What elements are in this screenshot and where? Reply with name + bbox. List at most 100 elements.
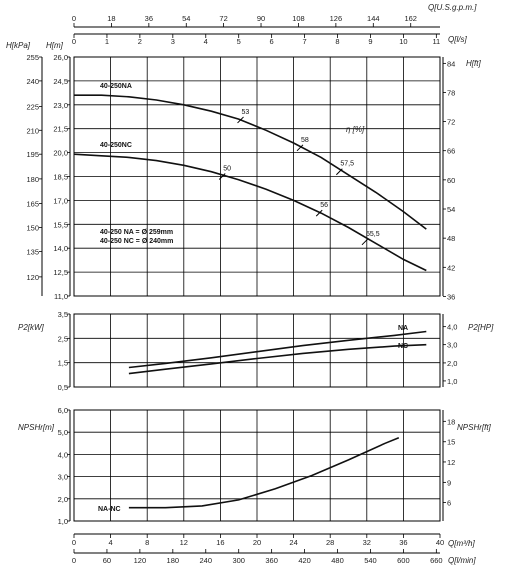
head-m-tick-label: 15,5 xyxy=(53,220,68,229)
power-hp-tick-label: 3,0 xyxy=(447,341,457,350)
top-ls-tick-label: 8 xyxy=(335,37,339,46)
power-hp-tick-label: 2,0 xyxy=(447,359,457,368)
top-usgpm-tick-label: 18 xyxy=(107,14,115,23)
head-curve-40-250nc xyxy=(73,153,427,272)
bottom-lmin-tick-label: 360 xyxy=(265,556,278,565)
head-m-tick-label: 20,0 xyxy=(53,149,68,158)
efficiency-mark xyxy=(361,238,369,246)
top-usgpm-axis-label: Q[U.S.g.p.m.] xyxy=(428,3,477,12)
head-kpa-tick-label: 210 xyxy=(26,126,39,135)
npsh-ft-tick-label: 12 xyxy=(447,458,455,467)
bottom-m3h-tick-label: 40 xyxy=(436,538,444,547)
npsh-m-tick-label: 4,0 xyxy=(58,450,68,459)
head-m-tick-label: 21,5 xyxy=(53,125,68,134)
power-curve-nc xyxy=(128,343,427,375)
bottom-m3h-tick-label: 12 xyxy=(180,538,188,547)
head-curve-40-250na xyxy=(74,94,427,230)
bottom-m3h-tick-label: 28 xyxy=(326,538,334,547)
bottom-lmin-axis-label: Q[l/min] xyxy=(448,556,476,565)
head-kpa-tick-label: 165 xyxy=(26,200,39,209)
top-ls-tick-label: 6 xyxy=(270,37,274,46)
power-kw-tick-label: 0,5 xyxy=(58,383,68,392)
top-ls-tick-label: 2 xyxy=(138,37,142,46)
head-m-tick-label: 26,0 xyxy=(53,53,68,62)
head-kpa-tick-label: 255 xyxy=(26,53,39,62)
power-kw-tick-label: 1,5 xyxy=(58,359,68,368)
bottom-lmin-tick-label: 60 xyxy=(103,556,111,565)
head-kpa-tick-label: 150 xyxy=(26,223,39,232)
power-kw-tick-label: 3,5 xyxy=(58,310,68,319)
head-ft-tick-label: 84 xyxy=(447,59,455,68)
npsh-ft-tick-label: 9 xyxy=(447,478,451,487)
efficiency-point-label: 53 xyxy=(242,109,250,116)
head-ft-tick-label: 60 xyxy=(447,176,455,185)
bottom-lmin-tick-label: 480 xyxy=(331,556,344,565)
top-ls-tick-label: 1 xyxy=(105,37,109,46)
efficiency-mark xyxy=(296,144,304,152)
head-ft-tick-label: 54 xyxy=(447,205,455,214)
head-m-tick-label: 11,0 xyxy=(54,292,68,301)
npsh-curve-na-nc xyxy=(128,437,400,509)
efficiency-mark xyxy=(315,209,323,217)
bottom-lmin-tick-label: 660 xyxy=(430,556,443,565)
series-label-na: NA xyxy=(398,325,408,332)
npsh-m-tick-label: 5,0 xyxy=(58,428,68,437)
bottom-m3h-tick-label: 0 xyxy=(72,538,76,547)
top-ls-tick-label: 11 xyxy=(432,37,440,46)
bottom-m3h-axis-label: Q[m³/h] xyxy=(448,539,475,548)
head-m-axis-label: H[m] xyxy=(46,41,64,50)
power-kw-axis-label: P2[kW] xyxy=(18,323,45,332)
head-kpa-tick-label: 240 xyxy=(26,77,39,86)
top-ls-tick-label: 7 xyxy=(302,37,306,46)
top-usgpm-tick-label: 144 xyxy=(367,14,380,23)
head-m-tick-label: 23,0 xyxy=(53,101,68,110)
top-ls-tick-label: 4 xyxy=(204,37,208,46)
top-ls-tick-label: 3 xyxy=(171,37,175,46)
head-ft-tick-label: 48 xyxy=(447,234,455,243)
npsh-m-tick-label: 2,0 xyxy=(58,495,68,504)
bottom-m3h-tick-label: 4 xyxy=(109,538,113,547)
bottom-m3h-tick-label: 32 xyxy=(363,538,371,547)
top-ls-tick-label: 5 xyxy=(237,37,241,46)
bottom-m3h-tick-label: 20 xyxy=(253,538,261,547)
head-kpa-tick-label: 225 xyxy=(26,102,39,111)
efficiency-point-label: 58 xyxy=(301,137,309,144)
efficiency-point-label: 55,5 xyxy=(366,231,380,238)
power-hp-tick-label: 1,0 xyxy=(447,377,457,386)
series-label-na-nc: NA-NC xyxy=(98,506,121,513)
top-ls-tick-label: 9 xyxy=(368,37,372,46)
series-label-40-250na: 40-250NA xyxy=(100,83,132,90)
head-kpa-tick-label: 195 xyxy=(26,150,39,159)
annotation-line-na: 40-250 NA = Ø 259mm xyxy=(100,229,173,236)
bottom-lmin-tick-label: 600 xyxy=(397,556,410,565)
bottom-lmin-tick-label: 540 xyxy=(364,556,377,565)
bottom-m3h-tick-label: 16 xyxy=(216,538,224,547)
npsh-m-tick-label: 3,0 xyxy=(58,473,68,482)
head-kpa-tick-label: 120 xyxy=(26,273,39,282)
efficiency-mark xyxy=(218,173,226,180)
bottom-lmin-tick-label: 0 xyxy=(72,556,76,565)
head-m-tick-label: 18,5 xyxy=(53,173,68,182)
top-usgpm-tick-label: 0 xyxy=(72,14,76,23)
head-kpa-tick-label: 135 xyxy=(26,247,39,256)
efficiency-point-label: 50 xyxy=(223,166,231,173)
efficiency-mark xyxy=(237,116,244,124)
power-hp-axis-label: P2[HP] xyxy=(468,323,494,332)
head-ft-tick-label: 72 xyxy=(447,118,455,127)
npsh-ft-axis-label: NPSHr[ft] xyxy=(457,423,492,432)
bottom-lmin-tick-label: 240 xyxy=(200,556,213,565)
npsh-m-tick-label: 1,0 xyxy=(58,517,68,526)
efficiency-point-label: 56 xyxy=(320,202,328,209)
top-ls-tick-label: 10 xyxy=(399,37,407,46)
top-ls-axis-label: Q[l/s] xyxy=(448,35,467,44)
bottom-m3h-tick-label: 24 xyxy=(289,538,297,547)
head-ft-axis-label: H[ft] xyxy=(466,59,481,68)
head-m-tick-label: 12,5 xyxy=(53,268,68,277)
head-kpa-axis-label: H[kPa] xyxy=(6,41,31,50)
efficiency-mark xyxy=(335,168,343,176)
efficiency-label: η [%] xyxy=(346,125,365,134)
npsh-ft-tick-label: 6 xyxy=(447,499,451,508)
npsh-ft-tick-label: 15 xyxy=(447,438,455,447)
bottom-lmin-tick-label: 300 xyxy=(232,556,245,565)
